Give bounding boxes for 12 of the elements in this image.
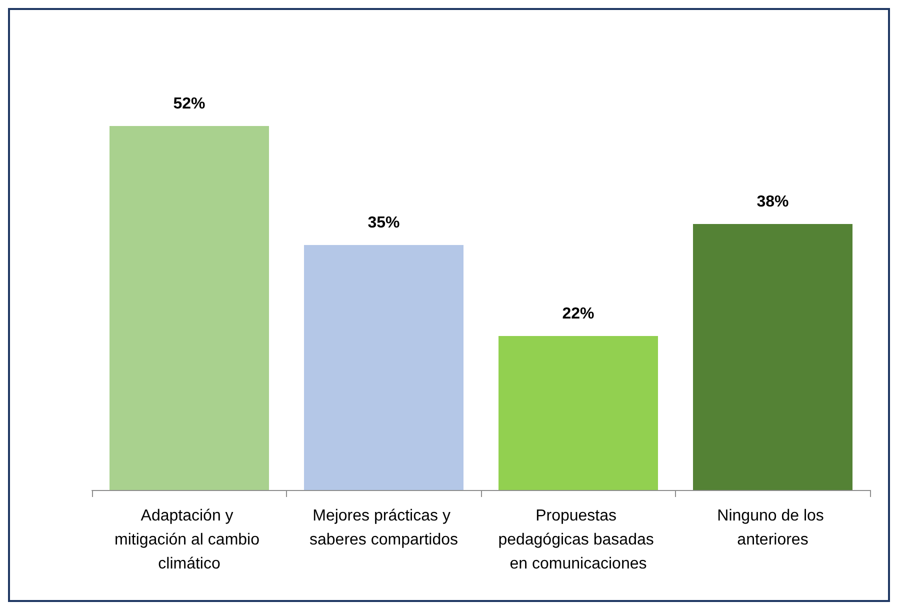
bar <box>110 126 269 490</box>
bar <box>498 336 658 490</box>
data-label: 22% <box>562 306 594 322</box>
bar <box>304 245 464 490</box>
data-label: 52% <box>173 96 206 112</box>
x-tick-label: Ninguno de los anteriores <box>717 508 828 548</box>
bar <box>693 224 852 490</box>
x-tick-label: Propuestas pedagógicas basadas en comunicaciones <box>498 508 658 572</box>
x-tick-label: Mejores prácticas y saberes compartidos <box>309 508 458 548</box>
x-tick-label: Adaptación y mitigación al cambio climático <box>114 508 264 572</box>
data-label: 38% <box>756 194 789 210</box>
data-label: 35% <box>368 214 400 232</box>
